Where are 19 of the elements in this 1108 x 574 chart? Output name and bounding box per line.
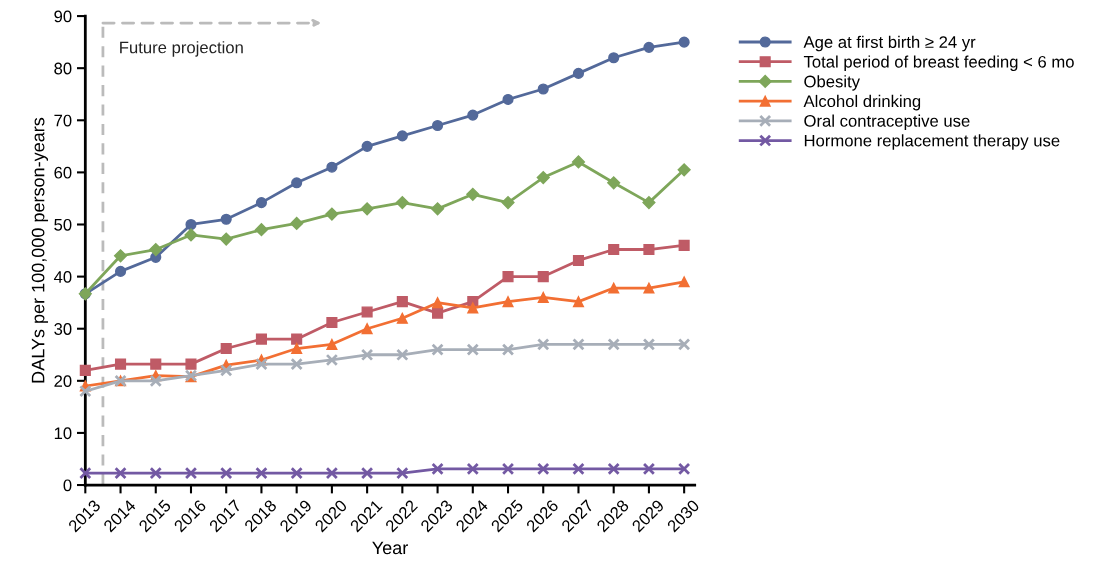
legend-label: Total period of breast feeding < 6 mo [803, 55, 1074, 71]
x-axis-title: Year [372, 541, 408, 555]
legend-label: Oral contraceptive use [804, 114, 970, 131]
y-tick-label: 80 [54, 62, 72, 75]
ref-line-label: Future projection [120, 41, 243, 57]
legend-label: Age at first birth ≥ 24 yr [803, 35, 976, 52]
y-tick-label: 40 [53, 271, 72, 283]
legend-label: Hormone replacement therapy use [804, 134, 1060, 150]
y-tick-label: 0 [63, 479, 72, 492]
y-tick-label: 90 [54, 10, 72, 23]
y-tick-label: 30 [54, 323, 72, 335]
y-tick-label: 70 [54, 114, 72, 127]
y-tick-label: 60 [54, 166, 72, 179]
y-tick-label: 20 [54, 375, 72, 388]
y-tick-label: 50 [54, 218, 72, 231]
y-axis-title: DALYs per 100,000 person-years [31, 117, 49, 383]
legend-label: Alcohol drinking [803, 94, 921, 111]
y-tick-label: 10 [54, 427, 72, 440]
legend-label: Obesity [804, 75, 860, 91]
